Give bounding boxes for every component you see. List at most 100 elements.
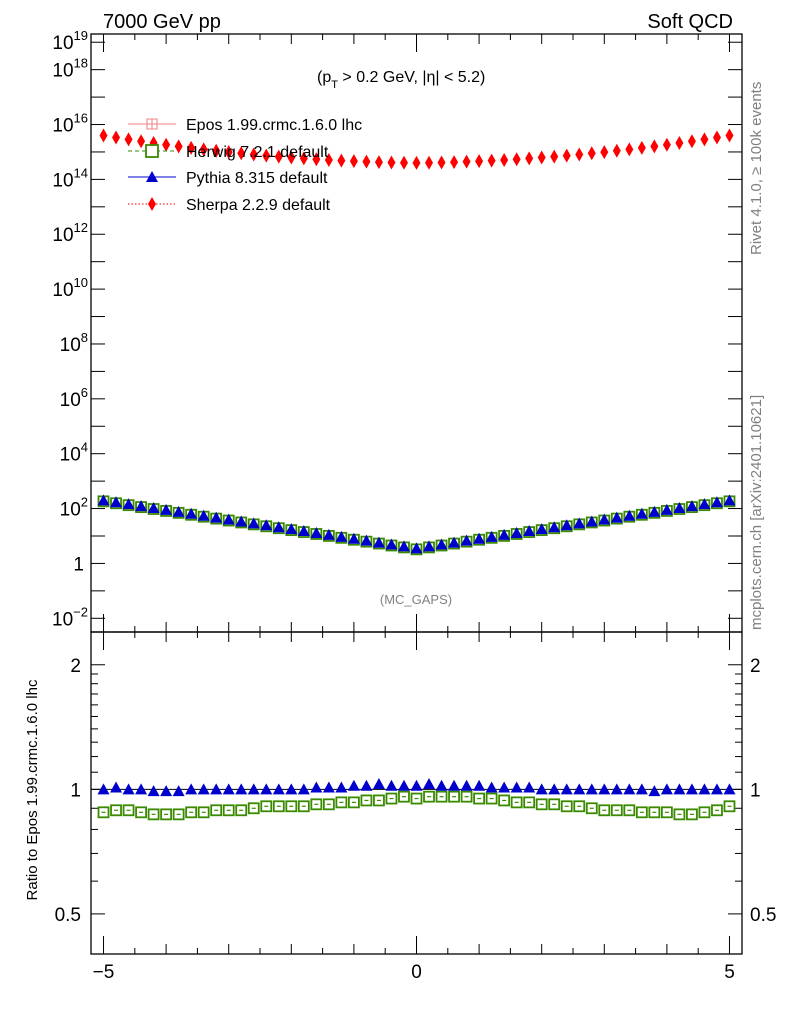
pythia-point (335, 530, 348, 542)
sherpa-point (337, 153, 346, 168)
sherpa-point (437, 155, 446, 170)
main-y-tick-label: 1012 (52, 220, 88, 246)
pythia-point (122, 498, 135, 510)
pythia-point (172, 505, 185, 517)
ratio-pythia-point (635, 783, 648, 795)
sherpa-point (462, 154, 471, 169)
ratio-pythia-point (523, 781, 536, 793)
main-y-tick-labels: 10−2 1 102 104 106 108 1010 1012 1014 1016 1018101… (52, 28, 88, 630)
ratio-y-tick-label-right: 0.5 (750, 905, 776, 926)
ratio-pythia-point (485, 781, 498, 793)
ratio-pythia-point (110, 781, 123, 793)
pythia-point (372, 536, 385, 548)
sherpa-point (324, 152, 333, 167)
ratio-y-tick-label-right: 1 (750, 780, 761, 801)
sherpa-point (199, 142, 208, 157)
pythia-point (135, 500, 148, 512)
main-y-axis (91, 41, 742, 619)
ratio-pythia-point (560, 783, 573, 795)
ratio-pythia-point (322, 781, 335, 793)
main-y-tick-label: 104 (60, 440, 88, 466)
pythia-point (460, 534, 473, 546)
ratio-pythia-point (147, 785, 160, 797)
pythia-point (448, 536, 461, 548)
pythia-point (310, 526, 323, 538)
pythia-point (385, 538, 398, 550)
sherpa-point (124, 132, 133, 147)
pythia-point (160, 503, 173, 515)
pythia-point (97, 494, 110, 506)
ratio-pythia-point (610, 783, 623, 795)
pythia-point (410, 542, 423, 554)
pythia-point (185, 507, 198, 519)
pythia-point (585, 515, 598, 527)
ratio-pythia-point (648, 785, 661, 797)
ratio-pythia-point (710, 783, 723, 795)
sherpa-point (262, 148, 271, 163)
pythia-point (535, 523, 548, 535)
sherpa-point (612, 143, 621, 158)
ratio-pythia-point (423, 778, 436, 790)
pythia-point (110, 496, 123, 508)
main-y-tick-label: 108 (60, 330, 88, 356)
ratio-pythia-point (247, 783, 260, 795)
legend-entry-pythia: Pythia 8.315 default (128, 170, 328, 187)
sherpa-point (450, 155, 459, 170)
pythia-point (648, 505, 661, 517)
pythia-point (560, 519, 573, 531)
pythia-point (710, 496, 723, 508)
sherpa-point (500, 152, 509, 167)
main-y-tick-label: 1018 (52, 56, 88, 82)
sherpa-point (625, 142, 634, 157)
pythia-point (397, 540, 410, 552)
pythia-point (423, 540, 436, 552)
sherpa-point (525, 151, 534, 166)
ratio-pythia-point (260, 783, 273, 795)
pythia-point (510, 526, 523, 538)
sherpa-point (600, 145, 609, 160)
pythia-point (485, 530, 498, 542)
cut-label: (pT > 0.2 GeV, |η| < 5.2) (317, 69, 485, 91)
sherpa-point (312, 152, 321, 167)
sherpa-point (575, 147, 584, 162)
ratio-pythia-point (272, 783, 285, 795)
pythia-point (660, 503, 673, 515)
ratio-pythia-point (235, 783, 248, 795)
rivet-version-label: Rivet 4.1.0, ≥ 100k events (748, 82, 765, 255)
sherpa-series (99, 128, 734, 170)
ratio-pythia-point (210, 783, 223, 795)
sherpa-point (700, 132, 709, 147)
pythia-point (360, 534, 373, 546)
pythia-point (610, 511, 623, 523)
sherpa-point (99, 128, 108, 143)
pythia-point (322, 528, 335, 540)
ratio-pythia-point (685, 783, 698, 795)
pythia-point (685, 500, 698, 512)
ratio-pythia-point (435, 779, 448, 791)
pythia-point (347, 532, 360, 544)
x-tick-label: 5 (724, 962, 735, 983)
ratio-pythia-point (548, 783, 561, 795)
sherpa-point (712, 130, 721, 145)
ratio-pythia-point (385, 779, 398, 791)
sherpa-point (137, 134, 146, 149)
pythia-point (548, 521, 561, 533)
ratio-pythia-point (573, 783, 586, 795)
legend-label-pythia: Pythia 8.315 default (186, 170, 328, 187)
sherpa-point (362, 154, 371, 169)
ratio-pythia-point (460, 779, 473, 791)
legend-entry-sherpa: Sherpa 2.2.9 default (128, 197, 331, 214)
ratio-y-tick-label-right: 2 (750, 656, 761, 677)
sherpa-point (174, 139, 183, 154)
ratio-y-tick-label: 0.5 (55, 905, 81, 926)
legend-label-herwig: Herwig 7.2.1 default (186, 144, 329, 161)
ratio-pythia-point (297, 783, 310, 795)
sherpa-point (374, 155, 383, 170)
legend-entry-epos: Epos 1.99.crmc.1.6.0 lhc (128, 117, 362, 134)
header-right-title: Soft QCD (647, 11, 733, 33)
sherpa-point (537, 150, 546, 165)
ratio-pythia-point (623, 783, 636, 795)
sherpa-point (587, 146, 596, 161)
pythia-point (222, 513, 235, 525)
ratio-pythia-point (372, 778, 385, 790)
